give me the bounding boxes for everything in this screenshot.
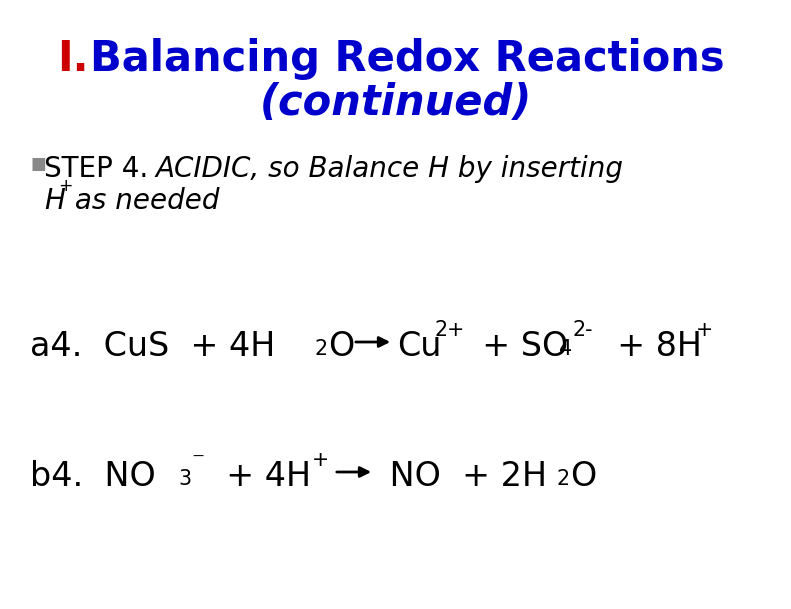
Text: NO  + 2H: NO + 2H <box>379 460 547 493</box>
Text: b4.  NO: b4. NO <box>30 460 156 493</box>
Text: ⁻: ⁻ <box>191 450 204 474</box>
Text: O: O <box>328 330 354 363</box>
Text: + 4H: + 4H <box>205 460 311 493</box>
Text: 3: 3 <box>178 469 191 489</box>
Text: ACIDIC, so Balance H by inserting: ACIDIC, so Balance H by inserting <box>155 155 623 183</box>
Text: ■: ■ <box>30 155 46 173</box>
Text: +: + <box>58 177 73 195</box>
Text: Cu: Cu <box>397 330 441 363</box>
Text: + SO: + SO <box>461 330 568 363</box>
Text: + 8H: + 8H <box>596 330 702 363</box>
Text: as needed: as needed <box>66 187 219 215</box>
Text: 2-: 2- <box>572 320 592 340</box>
Text: +: + <box>312 450 329 470</box>
Text: STEP 4.: STEP 4. <box>44 155 148 183</box>
Text: 2+: 2+ <box>435 320 465 340</box>
Text: H: H <box>44 187 65 215</box>
Text: 2: 2 <box>315 339 328 359</box>
Text: a4.  CuS  + 4H: a4. CuS + 4H <box>30 330 275 363</box>
Text: O: O <box>570 460 596 493</box>
Text: Balancing Redox Reactions: Balancing Redox Reactions <box>90 38 725 80</box>
Text: 2: 2 <box>557 469 570 489</box>
Text: I.: I. <box>57 38 89 80</box>
Text: +: + <box>696 320 713 340</box>
Text: 4: 4 <box>559 339 572 359</box>
Text: (continued): (continued) <box>259 82 532 124</box>
